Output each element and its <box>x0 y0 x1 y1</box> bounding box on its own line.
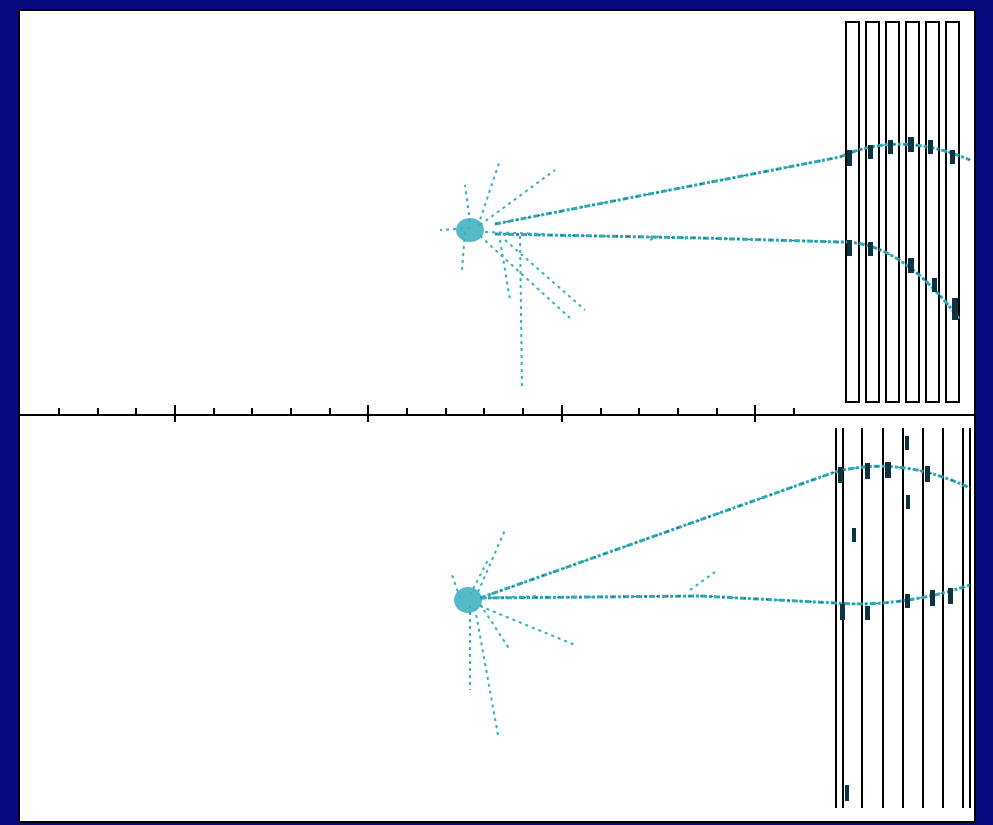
hit <box>950 150 955 164</box>
hit <box>928 140 933 154</box>
hit <box>908 258 914 273</box>
page: (() => { const data = JSON.parse(documen… <box>0 0 993 825</box>
hit <box>840 604 845 620</box>
hit <box>868 145 873 159</box>
event-display <box>0 0 993 825</box>
hit <box>847 240 852 256</box>
hit <box>847 150 852 166</box>
hit <box>905 594 910 608</box>
hit <box>925 466 930 482</box>
hit <box>905 436 909 450</box>
hit <box>948 588 953 604</box>
hit <box>865 463 870 479</box>
hit <box>906 495 910 509</box>
hit <box>932 278 937 292</box>
hit <box>908 137 914 152</box>
hit <box>952 298 958 320</box>
hit <box>845 785 849 801</box>
hit <box>838 467 843 483</box>
hit <box>888 140 893 154</box>
hit <box>868 242 873 256</box>
hit <box>930 590 935 606</box>
hit <box>885 462 891 478</box>
hit <box>865 606 870 620</box>
hit <box>852 528 856 542</box>
